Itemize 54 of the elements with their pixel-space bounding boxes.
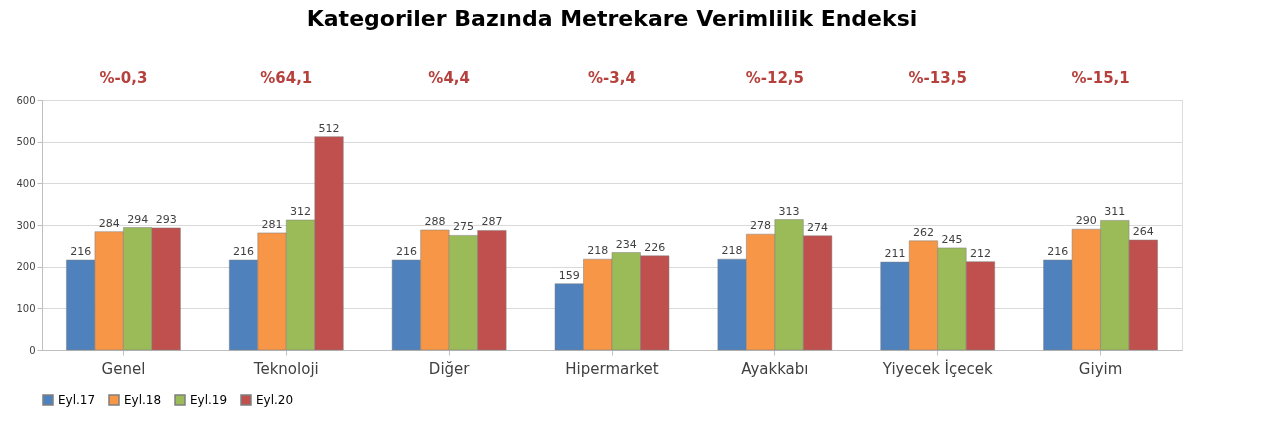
data-label: 218 (721, 244, 743, 258)
data-label: 159 (558, 268, 580, 282)
data-label: 288 (424, 215, 446, 228)
data-label: 264 (1132, 225, 1154, 238)
legend-label: Eyl.20 (256, 393, 294, 407)
data-label: 216 (395, 245, 417, 258)
legend-label: Eyl.19 (190, 393, 228, 407)
y-tick-label: 300 (16, 219, 36, 231)
data-label: 212 (969, 246, 991, 260)
x-tick-label: Giyim (1078, 359, 1123, 378)
legend-label: Eyl.17 (58, 393, 96, 407)
data-label: 216 (70, 245, 92, 258)
data-label: 218 (587, 244, 609, 258)
data-label: 234 (615, 237, 637, 251)
data-label: 274 (807, 220, 829, 234)
text: %-3,4 (588, 69, 636, 87)
text: %-13,5 (908, 69, 967, 87)
data-label: 313 (778, 204, 800, 218)
x-tick-label: Ayakkabı (741, 359, 809, 378)
data-label: 211 (884, 247, 906, 261)
x-tick-label: Diğer (428, 359, 471, 378)
legend-label: Eyl.18 (124, 393, 162, 407)
data-label: 278 (750, 219, 772, 233)
data-label: 290 (1075, 214, 1097, 228)
y-tick-label: 200 (16, 261, 36, 273)
data-label: 262 (912, 225, 934, 239)
x-tick-label: Genel (101, 359, 146, 378)
y-tick-label: 400 (16, 177, 36, 189)
data-label: 512 (318, 121, 340, 135)
data-label: 293 (155, 212, 177, 226)
y-tick-label: 500 (16, 136, 36, 148)
data-label: 245 (941, 232, 963, 246)
text: %64,1 (260, 69, 313, 87)
chart-title: Kategoriler Bazında Metrekare Verimlilik Endeksi (306, 6, 918, 31)
text: %4,4 (428, 69, 470, 87)
data-label: 216 (1047, 245, 1069, 258)
data-label: 216 (233, 245, 255, 258)
x-tick-label: Yiyecek İçecek (881, 358, 993, 378)
data-label: 284 (98, 216, 120, 230)
data-label: 312 (290, 205, 312, 218)
y-tick-label: 100 (16, 302, 36, 314)
text: %-0,3 (99, 69, 148, 87)
x-tick-label: Teknoloji (252, 359, 319, 378)
text: %-15,1 (1071, 69, 1130, 87)
y-tick-label: 0 (29, 344, 36, 356)
data-label: 275 (452, 220, 474, 234)
data-label: 311 (1104, 205, 1126, 219)
y-tick-label: 600 (16, 94, 36, 106)
data-label: 294 (127, 212, 149, 226)
data-label: 226 (644, 240, 666, 254)
text: %-12,5 (745, 69, 804, 87)
x-tick-label: Hipermarket (565, 359, 659, 378)
data-label: 287 (481, 215, 503, 229)
data-label: 281 (261, 217, 283, 231)
